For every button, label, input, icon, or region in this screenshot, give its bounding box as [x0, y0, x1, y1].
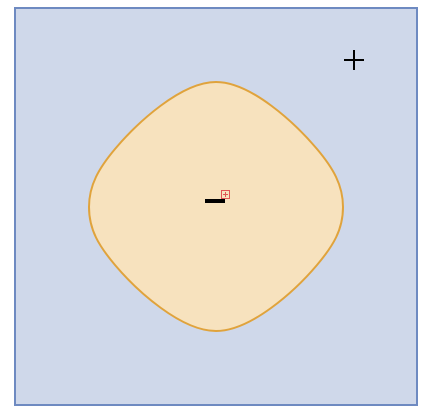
plus-sign: [344, 50, 364, 70]
minus-sign: [205, 199, 225, 203]
small-crosshair-square-icon: [221, 190, 230, 199]
inner-region: [87, 80, 345, 333]
